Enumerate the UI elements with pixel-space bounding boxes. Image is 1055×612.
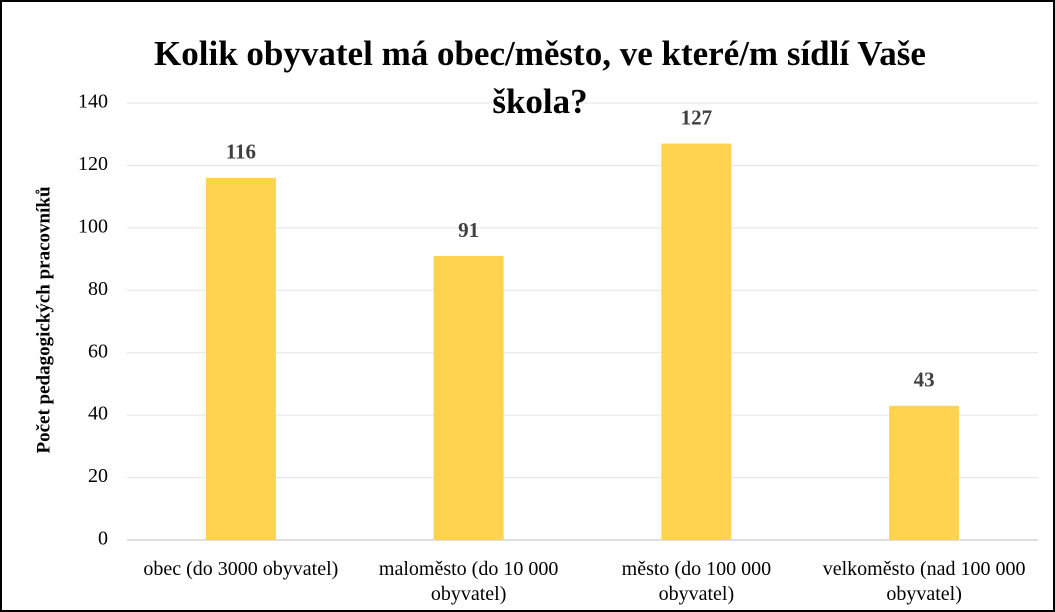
data-label: 127 (681, 105, 713, 129)
x-tick-label: město (do 100 000 obyvatel) (621, 558, 772, 605)
y-tick-label: 0 (98, 528, 108, 550)
y-tick-label: 140 (78, 91, 108, 113)
y-tick-label: 120 (78, 153, 108, 175)
data-label: 43 (914, 368, 935, 392)
x-tick-label: velkoměsto (nad 100 000 obyvatel) (822, 558, 1026, 605)
bar (661, 143, 732, 541)
y-tick-label: 40 (88, 403, 108, 425)
bar (889, 405, 960, 540)
data-label: 116 (226, 140, 256, 164)
bar (433, 255, 504, 540)
x-tick-label: obec (do 3000 obyvatel) (143, 558, 339, 580)
data-label: 91 (458, 218, 479, 242)
chart-title: Kolik obyvatel má obec/město, ve které/m… (154, 34, 926, 121)
y-tick-label: 80 (88, 278, 108, 300)
y-tick-label: 100 (78, 215, 108, 237)
y-tick-label: 20 (88, 465, 108, 487)
x-tick-label: maloměsto (do 10 000 obyvatel) (378, 558, 559, 605)
bar (205, 177, 276, 540)
y-axis-label: Počet pedagogických pracovníků (33, 186, 54, 453)
y-tick-label: 60 (88, 340, 108, 362)
